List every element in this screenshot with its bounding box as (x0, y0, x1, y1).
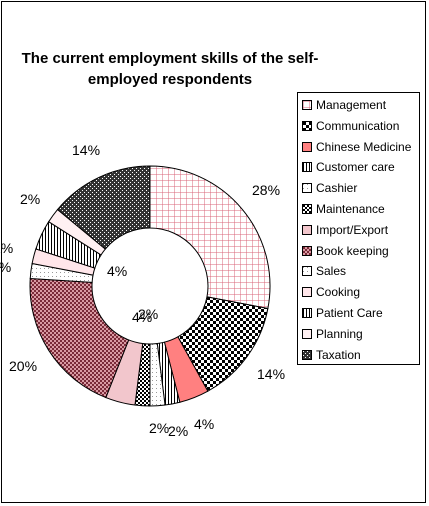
data-label: 4% (132, 309, 153, 325)
legend-item: Taxation (302, 346, 361, 364)
slice-management (149, 165, 271, 310)
legend-swatch (302, 100, 312, 110)
chart-title: The current employment skills of the sel… (0, 48, 340, 90)
legend-item: Chinese Medicine (302, 138, 411, 156)
legend-label: Cashier (316, 181, 358, 196)
legend-label: Maintenance (316, 202, 385, 216)
legend-label: Customer care (316, 160, 395, 175)
legend-item: Maintenance (302, 200, 385, 218)
legend-item: Cashier (302, 179, 357, 197)
data-label: 14% (257, 366, 286, 382)
data-label: 2% (0, 259, 12, 275)
legend-swatch (302, 349, 312, 360)
legend-label: Patient Care (316, 306, 383, 320)
legend-label: Import/Export (316, 222, 389, 237)
legend-label: Book keeping (316, 243, 389, 258)
data-label: 2% (0, 240, 14, 256)
legend-swatch (302, 308, 312, 318)
legend-item: Cooking (302, 283, 360, 301)
legend-swatch (302, 328, 312, 339)
legend-swatch (302, 183, 312, 194)
legend-item: Management (302, 96, 386, 114)
legend-swatch (302, 224, 312, 235)
legend-item: Book keeping (302, 242, 389, 260)
data-label: 28% (252, 182, 281, 198)
legend-item: Customer care (302, 158, 395, 176)
legend-swatch (302, 162, 312, 173)
legend-label: Taxation (316, 347, 361, 362)
legend-label: Communication (316, 118, 400, 133)
legend-item: Sales (302, 262, 346, 280)
legend-item: Patient Care (302, 304, 383, 322)
legend-label: Management (316, 98, 387, 112)
legend-label: Chinese Medicine (316, 139, 412, 154)
legend-item: Planning (302, 325, 363, 343)
chart-title-line-1: The current employment skills of the sel… (21, 50, 319, 67)
data-label: 2% (168, 423, 189, 439)
data-label: 2% (149, 420, 170, 436)
legend-swatch (302, 204, 312, 214)
slice-book-keeping (29, 277, 130, 399)
data-label: 4% (194, 416, 215, 432)
legend-label: Sales (316, 264, 347, 279)
chart-title-line-2: employed respondents (87, 71, 253, 88)
data-label: 14% (72, 142, 101, 158)
legend-swatch (302, 287, 312, 298)
slice-taxation (56, 165, 151, 250)
legend-swatch (302, 245, 312, 256)
legend-swatch (302, 120, 312, 131)
legend-label: Cooking (316, 285, 361, 300)
legend-label: Planning (316, 326, 363, 341)
data-label: 2% (138, 306, 159, 322)
legend: Management Communication Chinese Medicine C… (297, 92, 420, 365)
legend-item: Import/Export (302, 221, 388, 239)
data-label: 4% (107, 263, 128, 279)
legend-swatch (302, 141, 312, 152)
data-label: 20% (9, 358, 38, 374)
legend-swatch (302, 266, 312, 277)
legend-item: Communication (302, 117, 399, 135)
data-label: 2% (20, 191, 41, 207)
